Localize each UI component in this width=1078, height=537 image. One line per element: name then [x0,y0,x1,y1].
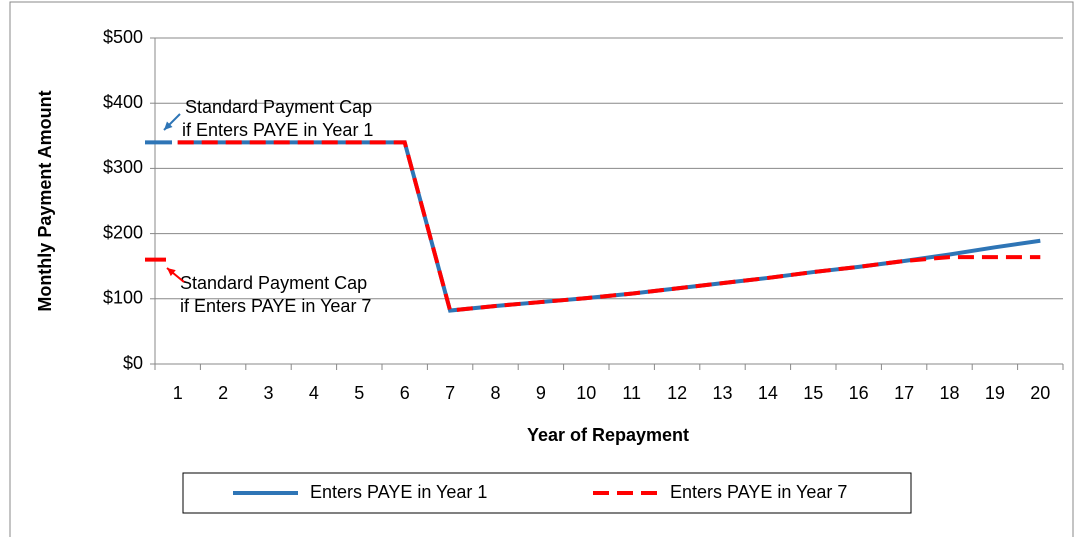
series-line [177,140,1041,313]
x-tick-label: 20 [1030,383,1050,403]
x-tick-label: 10 [576,383,596,403]
chart-frame [9,1,1074,537]
y-tick-label: $500 [103,27,143,47]
y-axis-title: Monthly Payment Amount [35,90,55,311]
y-tick-label: $200 [103,222,143,242]
y-tick-label: $300 [103,157,143,177]
x-tick-label: 13 [712,383,732,403]
annotation-text: if Enters PAYE in Year 7 [180,296,371,316]
x-axis-title: Year of Repayment [527,425,689,445]
x-tick-label: 15 [803,383,823,403]
x-tick-label: 14 [758,383,778,403]
x-tick-label: 5 [354,383,364,403]
annotation-text: if Enters PAYE in Year 1 [182,120,373,140]
y-tick-label: $0 [123,353,143,373]
annotation-text: Standard Payment Cap [180,273,367,293]
x-tick-label: 11 [622,383,641,403]
x-tick-label: 2 [218,383,228,403]
x-tick-label: 19 [985,383,1005,403]
x-tick-label: 3 [263,383,273,403]
annotation-text: Standard Payment Cap [185,97,372,117]
x-tick-label: 18 [939,383,959,403]
annotation-arrowhead [164,121,173,130]
x-tick-label: 1 [173,383,183,403]
legend-label: Enters PAYE in Year 1 [310,482,487,502]
x-tick-label: 16 [849,383,869,403]
x-tick-label: 8 [490,383,500,403]
x-tick-label: 17 [894,383,914,403]
legend-label: Enters PAYE in Year 7 [670,482,847,502]
x-tick-label: 6 [400,383,410,403]
x-tick-label: 4 [309,383,319,403]
x-tick-label: 7 [445,383,455,403]
legend [182,472,912,514]
x-tick-label: 12 [667,383,687,403]
y-tick-label: $100 [103,288,143,308]
annotation-arrowhead [167,268,176,277]
y-tick-label: $400 [103,92,143,112]
x-tick-label: 9 [536,383,546,403]
